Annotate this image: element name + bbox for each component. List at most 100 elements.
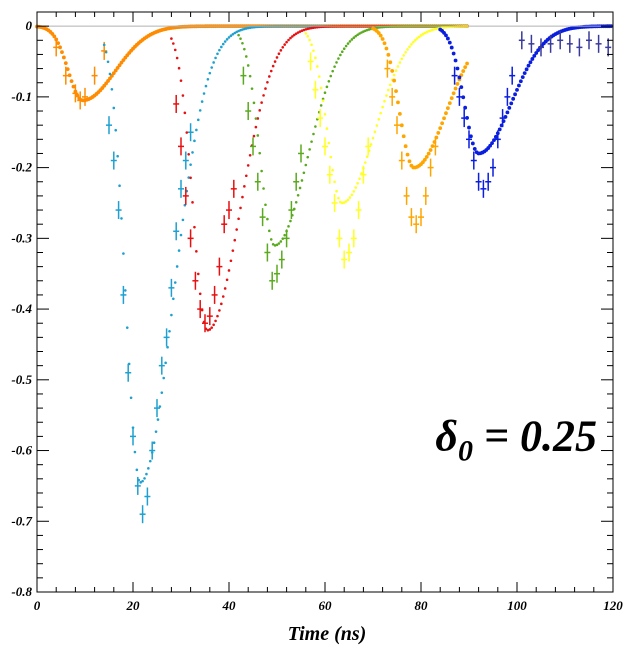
pulse-4-point bbox=[243, 47, 246, 51]
pulse-6-point bbox=[396, 100, 400, 105]
x-tick-label: 0 bbox=[34, 598, 41, 613]
pulse-7-point bbox=[463, 105, 468, 110]
pulse-3-point bbox=[196, 272, 200, 276]
pulse-5-point bbox=[369, 143, 373, 146]
pulse-3-point bbox=[283, 43, 286, 46]
x-tick-label: 120 bbox=[603, 598, 623, 613]
pulse-2-point bbox=[198, 109, 202, 112]
pulse-1-point bbox=[63, 61, 68, 66]
pulse-1-point bbox=[52, 34, 57, 39]
pulse-6-point bbox=[401, 134, 406, 139]
pulse-5-point bbox=[344, 200, 348, 203]
pulse-5-point bbox=[321, 99, 325, 102]
pulse-4-point bbox=[358, 32, 361, 35]
pulse-6-point bbox=[455, 82, 460, 86]
pulse-4-point bbox=[241, 41, 244, 45]
pulse-3-point bbox=[195, 250, 198, 253]
pulse-2-point bbox=[225, 38, 229, 41]
pulse-5-point bbox=[329, 155, 333, 159]
pulse-3-point bbox=[252, 134, 256, 138]
pulse-5-point bbox=[354, 186, 358, 189]
pulse-6-point bbox=[392, 78, 397, 83]
pulse-2-point bbox=[200, 100, 204, 103]
pulse-4-point bbox=[312, 132, 315, 136]
y-tick-label: -0.4 bbox=[11, 301, 32, 316]
pulse-4-point bbox=[260, 169, 263, 173]
pulse-3-point bbox=[264, 87, 267, 90]
pulse-6-point bbox=[440, 121, 445, 126]
pulse-5-point bbox=[310, 43, 313, 46]
pulse-4-point bbox=[239, 37, 242, 40]
pulse-7-point bbox=[534, 51, 539, 55]
pulse-6-point bbox=[390, 69, 395, 73]
pulse-3-point bbox=[312, 26, 315, 29]
pulse-5-point bbox=[406, 48, 409, 51]
pulse-4-point bbox=[294, 200, 298, 204]
pulse-6-point bbox=[451, 91, 456, 96]
pulse-3-point bbox=[275, 56, 279, 59]
pulse-4-point bbox=[325, 85, 329, 89]
pulse-3-point bbox=[221, 295, 225, 298]
pulse-5-point bbox=[308, 38, 311, 42]
pulse-3-point bbox=[187, 153, 190, 156]
pulse-4-point bbox=[360, 31, 363, 34]
pulse-2-point bbox=[116, 154, 119, 158]
pulse-3-point bbox=[314, 26, 317, 29]
pulse-6-point bbox=[384, 46, 389, 51]
pulse-2-point bbox=[223, 40, 227, 43]
pulse-2-point bbox=[221, 42, 225, 46]
pulse-1-point bbox=[117, 63, 122, 68]
y-tick-label: -0.2 bbox=[11, 160, 32, 175]
pulse-2-point bbox=[175, 265, 179, 268]
pulse-6-point bbox=[403, 144, 408, 149]
pulse-3-point bbox=[296, 31, 300, 34]
pulse-2-point bbox=[156, 418, 160, 421]
pulse-3-point bbox=[256, 117, 260, 120]
pulse-4-point bbox=[333, 65, 336, 68]
pulse-3-point bbox=[183, 111, 187, 115]
pulse-3-point bbox=[233, 238, 237, 242]
pulse-5-point bbox=[335, 189, 338, 193]
pulse-2-point bbox=[114, 128, 118, 132]
pulse-1-point bbox=[75, 93, 80, 98]
pulse-4-point bbox=[283, 233, 286, 237]
pulse-6-point bbox=[453, 86, 458, 91]
pulse-7-point bbox=[517, 83, 521, 88]
pulse-2-point bbox=[158, 405, 162, 408]
pulse-7-point bbox=[511, 96, 516, 101]
pulse-4-point bbox=[281, 237, 285, 240]
pulse-6-point bbox=[424, 154, 429, 159]
pulse-6-point bbox=[465, 61, 469, 66]
pulse-5-point bbox=[327, 141, 331, 145]
pulse-2-point bbox=[191, 151, 194, 154]
pulse-6-point bbox=[382, 41, 387, 46]
pulse-4-point bbox=[250, 87, 254, 90]
pulse-4-point bbox=[319, 104, 323, 107]
pulse-6-point bbox=[428, 148, 433, 152]
pulse-5-point bbox=[383, 99, 386, 103]
pulse-2-point bbox=[112, 106, 116, 110]
pulse-4-point bbox=[304, 163, 308, 167]
pulse-7 bbox=[438, 24, 613, 198]
pulse-2-point bbox=[162, 376, 166, 380]
pulse-6-point bbox=[442, 116, 446, 121]
pulse-3-point bbox=[191, 201, 194, 204]
delta-annotation: δ0 = 0.25 bbox=[435, 412, 597, 468]
pulse-6-point bbox=[388, 60, 393, 65]
pulse-7-point bbox=[451, 51, 456, 56]
pulse-4-point bbox=[310, 140, 313, 143]
pulse-2-point bbox=[110, 87, 114, 91]
x-tick-label: 40 bbox=[222, 598, 237, 613]
pulse-4-point bbox=[302, 171, 306, 175]
pulse-2-point bbox=[189, 163, 192, 166]
pulse-6-point bbox=[399, 123, 404, 128]
pulse-6-point bbox=[461, 69, 466, 73]
pulse-2-point bbox=[179, 233, 183, 237]
pulse-7-point bbox=[524, 67, 529, 72]
pulse-2-point bbox=[170, 313, 173, 317]
pulse-5-point bbox=[331, 168, 334, 172]
pulse-5-point bbox=[404, 50, 407, 54]
pulse-2-point bbox=[147, 467, 150, 470]
pulse-4-point bbox=[289, 219, 292, 223]
pulse-6-point bbox=[438, 126, 443, 131]
